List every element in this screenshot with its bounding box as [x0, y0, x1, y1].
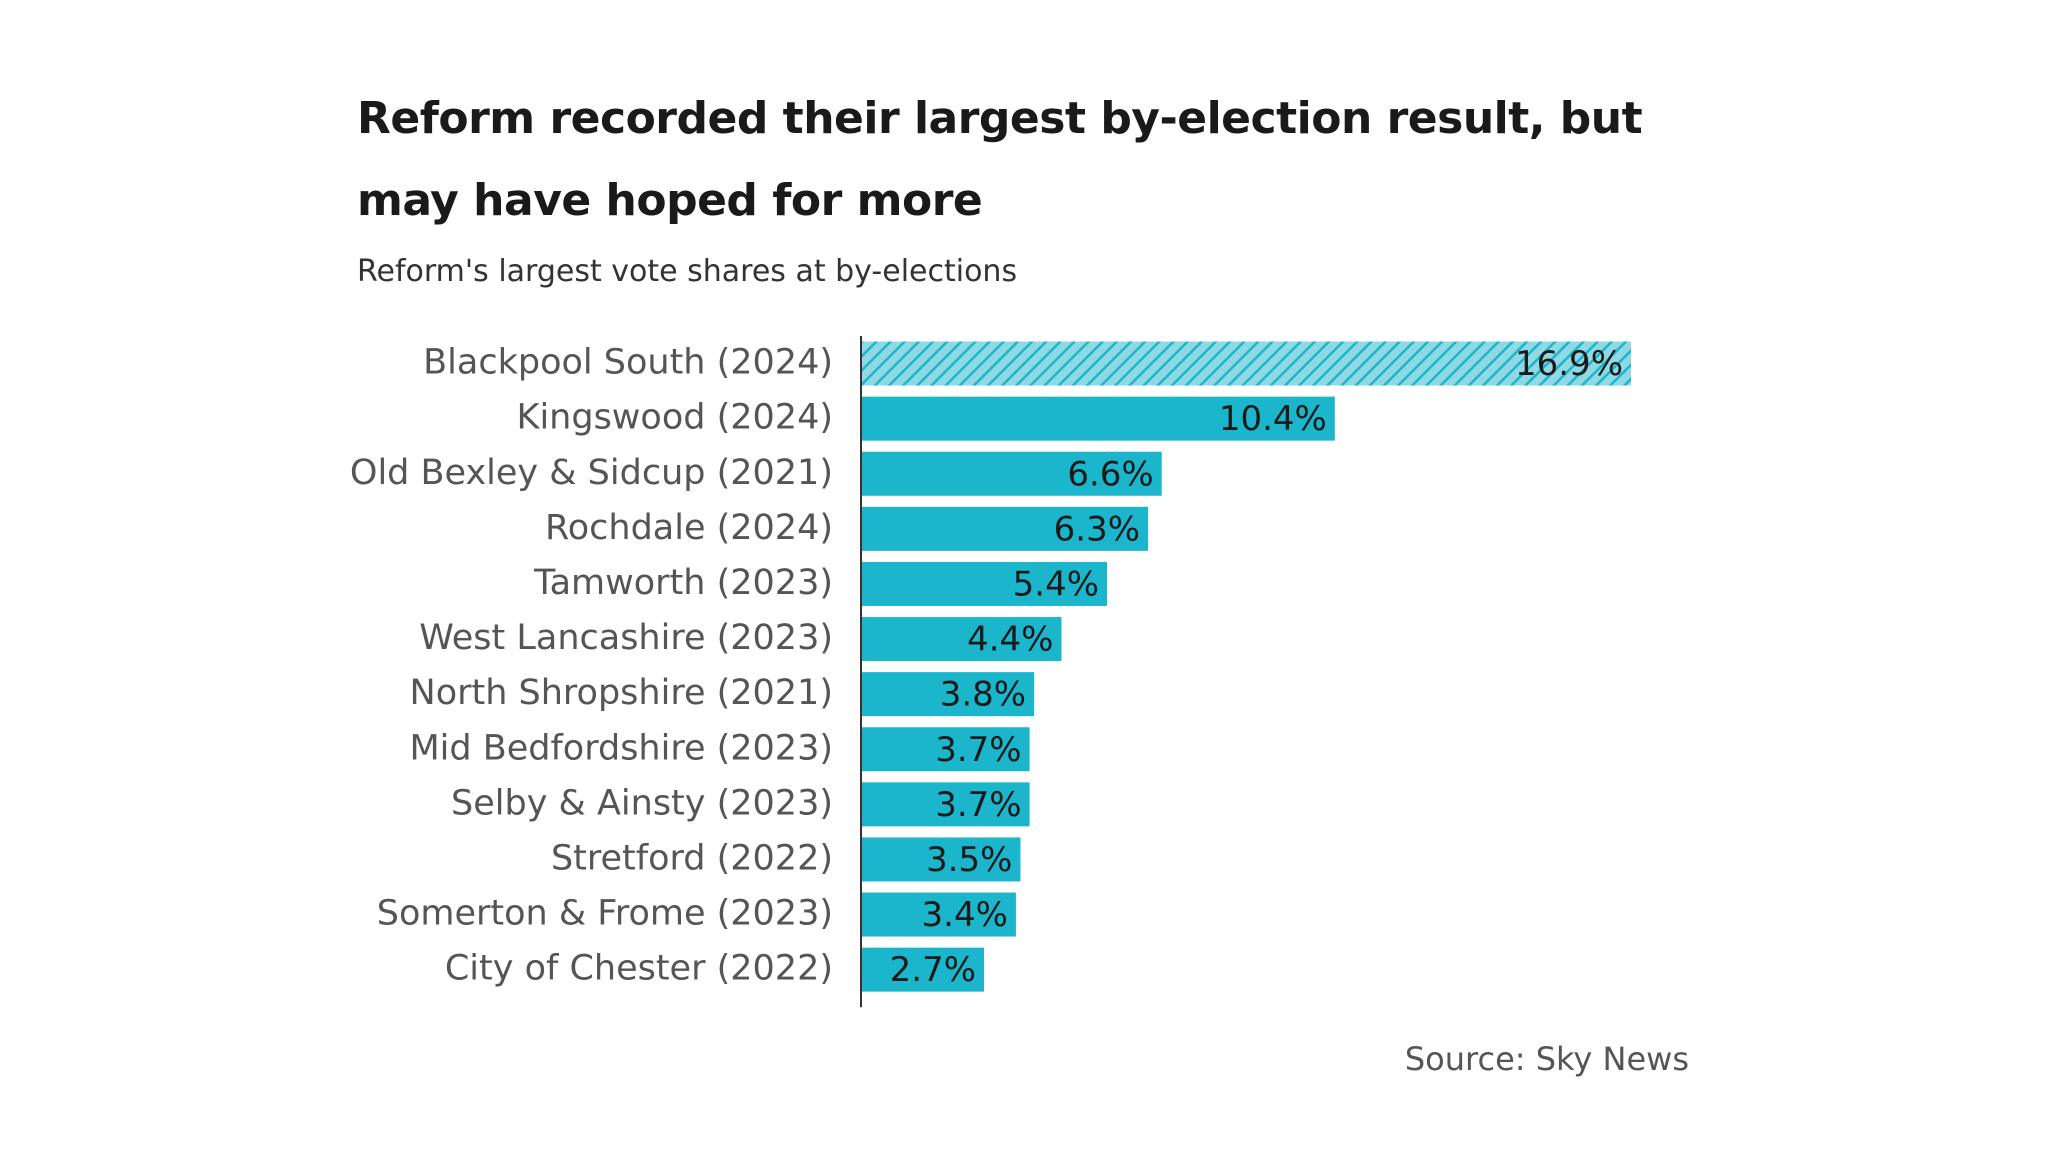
y-tick-label: Old Bexley & Sidcup (2021) — [350, 453, 833, 493]
value-label: 3.7% — [935, 730, 1021, 770]
bar — [861, 396, 1335, 441]
bar — [861, 617, 1062, 662]
value-label: 6.3% — [1054, 509, 1140, 549]
y-tick-label: North Shropshire (2021) — [410, 673, 833, 713]
chart-subtitle: Reform's largest vote shares at by-elect… — [357, 254, 1018, 289]
bar — [861, 672, 1035, 717]
value-label: 2.7% — [890, 950, 976, 990]
value-label: 3.5% — [926, 840, 1012, 880]
value-label: 16.9% — [1515, 344, 1623, 384]
chart: Blackpool South (2024) 16.9% Kingswood (20… — [350, 336, 1631, 1008]
chart-title: Reform recorded their largest by-electio… — [357, 93, 1643, 226]
y-tick-label: Tamworth (2023) — [533, 563, 833, 603]
y-tick-label: Somerton & Frome (2023) — [377, 894, 833, 934]
bar — [861, 727, 1030, 772]
value-label: 3.8% — [940, 675, 1026, 715]
value-label: 4.4% — [967, 620, 1053, 660]
value-label: 10.4% — [1219, 399, 1327, 439]
bar — [861, 947, 985, 992]
bar — [861, 451, 1162, 496]
y-tick-label: City of Chester (2022) — [445, 949, 833, 989]
bar — [861, 837, 1021, 882]
value-label: 3.4% — [922, 895, 1008, 935]
value-label: 3.7% — [935, 785, 1021, 825]
y-tick-label: Selby & Ainsty (2023) — [451, 783, 833, 823]
bar — [861, 782, 1030, 827]
y-tick-label: Rochdale (2024) — [545, 508, 833, 548]
bar — [861, 506, 1149, 551]
y-tick-label: West Lancashire (2023) — [419, 618, 833, 658]
y-tick-label: Kingswood (2024) — [517, 398, 834, 438]
source: Source: Sky News — [1404, 1040, 1689, 1078]
value-label: 5.4% — [1013, 564, 1099, 604]
bar — [861, 341, 1631, 386]
y-tick-label: Blackpool South (2024) — [423, 343, 833, 383]
value-label: 6.6% — [1067, 454, 1153, 494]
y-tick-label: Stretford (2022) — [551, 838, 833, 878]
y-tick-label: Mid Bedfordshire (2023) — [409, 728, 833, 768]
bar — [861, 892, 1016, 937]
bar — [861, 561, 1108, 606]
